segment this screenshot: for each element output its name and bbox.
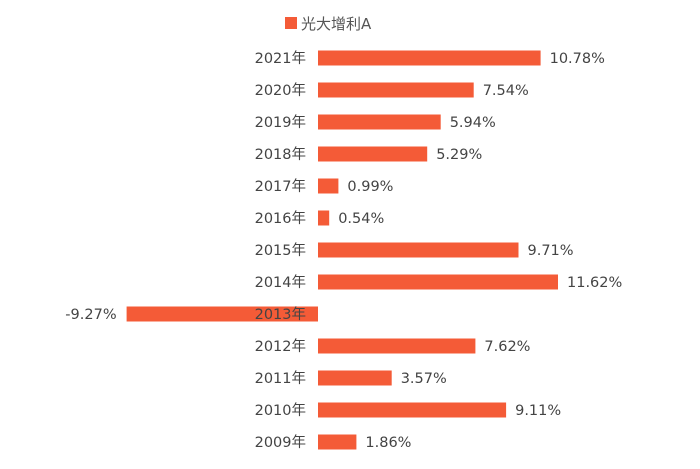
- bar-2015年: [318, 242, 519, 258]
- category-label: 2011年: [255, 370, 306, 387]
- bar-2018年: [318, 146, 428, 162]
- category-label: 2019年: [255, 114, 306, 131]
- bar-2011年: [318, 370, 392, 386]
- bar-2010年: [318, 402, 507, 418]
- legend-swatch-icon: [285, 17, 297, 29]
- data-label: 9.11%: [515, 403, 561, 419]
- category-label: 2021年: [255, 50, 306, 67]
- bar-2017年: [318, 178, 339, 194]
- data-label: 0.99%: [347, 179, 393, 195]
- data-label: 10.78%: [550, 51, 605, 67]
- bar-2013年: [126, 306, 318, 322]
- category-label: 2009年: [255, 434, 306, 451]
- bar-2019年: [318, 114, 441, 130]
- data-label: 5.94%: [450, 115, 496, 131]
- data-label: 3.57%: [401, 371, 447, 387]
- data-label: -9.27%: [65, 307, 116, 323]
- bar-2020年: [318, 82, 474, 98]
- bar-2012年: [318, 338, 476, 354]
- category-label: 2020年: [255, 82, 306, 99]
- category-label: 2010年: [255, 402, 306, 419]
- bar-2014年: [318, 274, 558, 290]
- data-label: 7.54%: [483, 83, 529, 99]
- category-label: 2017年: [255, 178, 306, 195]
- category-label: 2015年: [255, 242, 306, 259]
- bar-2016年: [318, 210, 330, 226]
- data-label: 1.86%: [365, 435, 411, 451]
- bar-2009年: [318, 434, 357, 450]
- legend-label: 光大增利A: [301, 14, 372, 33]
- category-label: 2014年: [255, 274, 306, 291]
- category-label: 2012年: [255, 338, 306, 355]
- bar-2021年: [318, 50, 541, 66]
- category-label: 2016年: [255, 210, 306, 227]
- data-label: 7.62%: [484, 339, 530, 355]
- category-label: 2018年: [255, 146, 306, 163]
- legend: 光大增利A: [285, 12, 371, 34]
- data-label: 11.62%: [567, 275, 622, 291]
- category-label: 2013年: [255, 306, 306, 323]
- data-label: 0.54%: [338, 211, 384, 227]
- data-label: 5.29%: [436, 147, 482, 163]
- data-label: 9.71%: [528, 243, 574, 259]
